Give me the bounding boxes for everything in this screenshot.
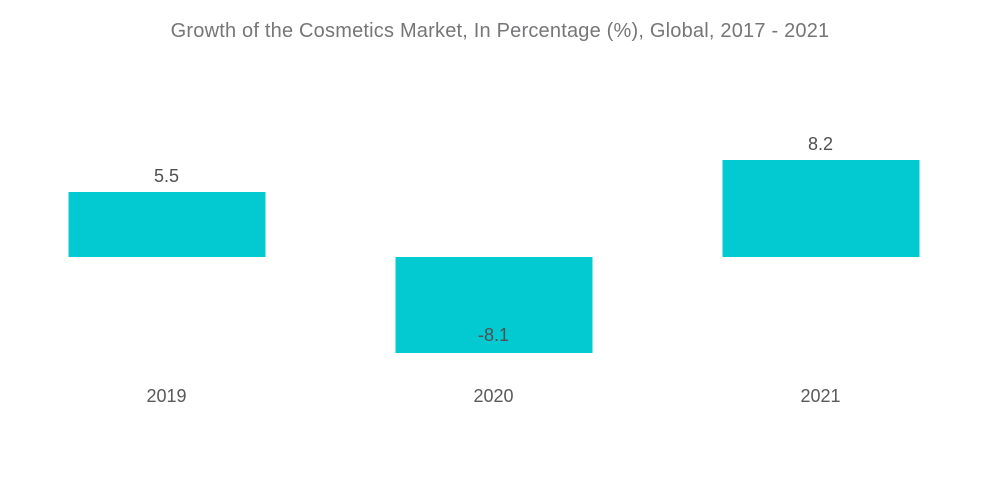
bar-group-2021: 8.2 2021 (657, 0, 984, 504)
bar-2021 (722, 160, 919, 257)
chart-title: Growth of the Cosmetics Market, In Perce… (170, 20, 830, 42)
bar-group-2020: -8.1 2020 (330, 0, 657, 504)
value-label-2021: 8.2 (807, 134, 834, 155)
value-label-2019: 5.5 (153, 166, 180, 187)
bar-2019 (68, 192, 265, 257)
bar-2020 (395, 257, 592, 353)
x-axis-label-2021: 2021 (800, 386, 841, 406)
plot-area: 5.5 2019 -8.1 2020 8.2 2021 (3, 0, 984, 504)
bar-group-2019: 5.5 2019 (3, 0, 330, 504)
x-axis-label-2019: 2019 (146, 386, 187, 406)
x-axis-label-2020: 2020 (473, 386, 514, 406)
value-label-2020: -8.1 (477, 324, 510, 345)
